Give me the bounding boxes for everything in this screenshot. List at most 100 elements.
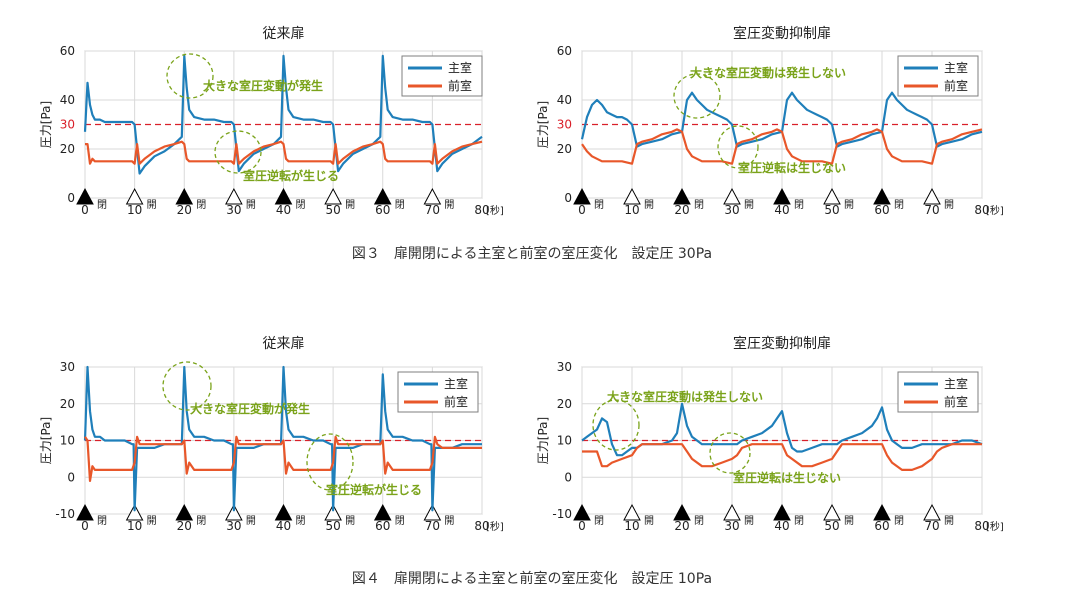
door-open-marker — [823, 187, 841, 205]
annotation-circle — [717, 125, 759, 169]
door-open-marker — [723, 187, 741, 205]
door-event-label: 開 — [644, 199, 654, 211]
chart-panel-fig4-suppression: 室圧変動抑制扉 -10 0 10 20 30 圧力[Pa] 0 10 20 30 40 50 60 70 80… — [536, 335, 1004, 533]
x-tick-label: 0 — [578, 203, 586, 217]
x-tick-label: 80 — [474, 519, 489, 533]
door-event-label: 開 — [844, 199, 854, 211]
legend-box — [397, 371, 479, 413]
annotation-circle — [166, 53, 214, 99]
chart-panel-fig4-conventional: 従来扉 -10 0 10 20 30 圧力[Pa] 0 10 20 30 40 50 60 70 80[秒] 閉… — [39, 336, 504, 533]
door-closed-marker — [373, 187, 392, 205]
x-axis-unit: [秒] — [986, 520, 1004, 533]
legend-label: 前室 — [944, 78, 968, 93]
door-event-label: 開 — [345, 199, 355, 211]
x-tick-label: 80 — [974, 203, 989, 217]
x-tick-label: 10 — [624, 519, 639, 533]
door-open-marker — [125, 187, 144, 205]
door-open-marker — [923, 503, 941, 521]
y-axis-label: 圧力[Pa] — [536, 101, 550, 148]
x-tick-label: 50 — [824, 203, 839, 217]
x-tick-label: 70 — [425, 203, 440, 217]
x-tick-label: 70 — [924, 203, 939, 217]
x-tick-label: 30 — [724, 203, 739, 217]
y-tick-label: 20 — [557, 397, 572, 411]
door-event-label: 開 — [147, 515, 157, 527]
annotation-text: 大きな室圧変動が発生 — [203, 78, 323, 93]
door-event-label: 閉 — [894, 199, 904, 211]
door-event-label: 閉 — [97, 199, 107, 211]
series-line-main-room — [83, 54, 483, 175]
x-tick-label: 40 — [276, 519, 291, 533]
y-tick-label: 60 — [557, 44, 572, 58]
door-closed-marker — [76, 503, 94, 521]
y-tick-label: 0 — [564, 191, 572, 205]
y-axis-label: 圧力[Pa] — [39, 417, 53, 464]
annotation-text: 室圧逆転が生じる — [243, 168, 339, 183]
figure-caption-4: 図４ 扉開閉による主室と前室の室圧変化 設定圧 10Pa — [352, 570, 712, 587]
annotation-circle — [709, 432, 751, 474]
y-tick-label: -10 — [552, 507, 572, 521]
door-event-label: 閉 — [694, 515, 704, 527]
y-tick-label: 30 — [60, 360, 75, 374]
x-tick-label: 70 — [924, 519, 939, 533]
door-open-marker — [225, 503, 243, 521]
door-open-marker — [225, 187, 243, 205]
legend-box — [897, 55, 979, 97]
annotation-text: 大きな室圧変動は発生しない — [690, 65, 846, 80]
x-tick-label: 0 — [578, 519, 586, 533]
door-event-label: 開 — [744, 199, 754, 211]
setpoint-label: 30 — [60, 118, 75, 132]
x-tick-label: 30 — [226, 203, 241, 217]
y-tick-label: 0 — [67, 470, 75, 484]
door-closed-marker — [873, 503, 891, 521]
annotation-text: 室圧逆転が生じる — [326, 482, 422, 497]
y-tick-label: 30 — [557, 360, 572, 374]
x-tick-label: 0 — [81, 519, 89, 533]
series-line-ante-room — [85, 140, 483, 165]
door-closed-marker — [673, 187, 691, 205]
legend-label: 前室 — [444, 394, 468, 409]
legend-label: 主室 — [448, 60, 472, 75]
series-line-ante-room — [84, 435, 482, 482]
x-tick-label: 10 — [127, 519, 142, 533]
annotation-circle — [673, 73, 721, 119]
annotation-circle — [214, 130, 262, 174]
x-tick-label: 10 — [127, 203, 142, 217]
legend-label: 主室 — [444, 376, 468, 391]
door-event-label: 開 — [944, 515, 954, 527]
door-closed-marker — [175, 503, 194, 521]
x-tick-label: 40 — [774, 519, 789, 533]
chart-title: 従来扉 — [263, 26, 305, 42]
door-event-label: 開 — [944, 199, 954, 211]
y-tick-label: 40 — [557, 93, 572, 107]
x-tick-label: 20 — [177, 203, 192, 217]
x-tick-label: 50 — [325, 519, 340, 533]
door-closed-marker — [673, 503, 691, 521]
door-event-label: 閉 — [894, 515, 904, 527]
x-tick-label: 20 — [674, 203, 689, 217]
door-event-label: 閉 — [694, 199, 704, 211]
door-event-label: 閉 — [196, 515, 206, 527]
x-tick-label: 80 — [974, 519, 989, 533]
door-event-label: 閉 — [97, 515, 107, 527]
chart-title: 室圧変動抑制扉 — [733, 335, 831, 352]
door-event-label: 閉 — [594, 515, 604, 527]
door-event-label: 閉 — [196, 199, 206, 211]
door-closed-marker — [175, 187, 194, 205]
annotation-text: 室圧逆転は生じない — [738, 160, 846, 175]
x-tick-label: 0 — [81, 203, 89, 217]
x-tick-label: 60 — [874, 203, 889, 217]
x-tick-label: 70 — [425, 519, 440, 533]
door-event-label: 開 — [744, 515, 754, 527]
x-tick-label: 20 — [674, 519, 689, 533]
door-event-label: 開 — [147, 199, 157, 211]
door-open-marker — [324, 187, 342, 205]
y-tick-label: 20 — [60, 397, 75, 411]
door-open-marker — [623, 187, 641, 205]
door-closed-marker — [573, 187, 591, 205]
y-tick-label: 20 — [60, 142, 75, 156]
